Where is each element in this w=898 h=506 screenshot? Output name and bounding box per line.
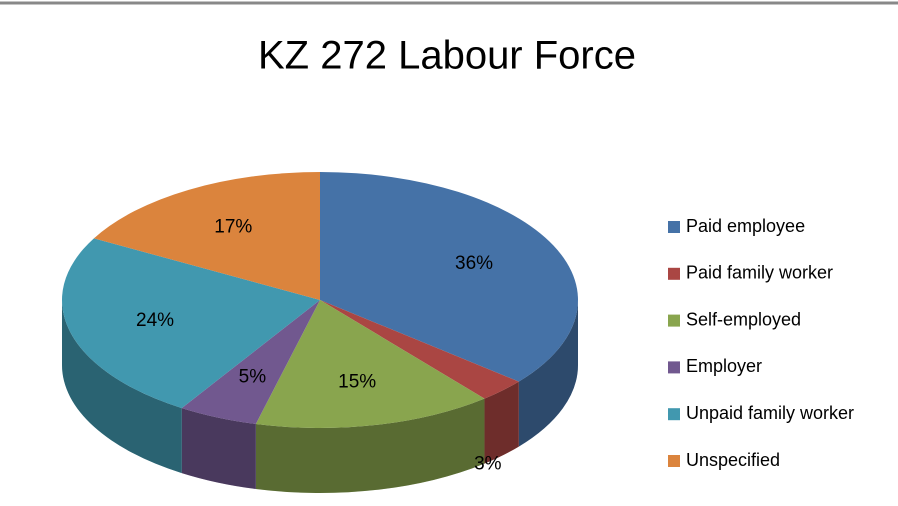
legend-label: Paid family worker: [686, 263, 833, 283]
data-label: 24%: [136, 310, 174, 331]
pie-side: [181, 408, 256, 489]
pie-side-shade: [181, 408, 256, 489]
pie-slice: [93, 172, 321, 300]
pie-side-shade: [255, 398, 485, 494]
chart-title: KZ 272 Labour Force: [258, 34, 636, 78]
legend-label: Employer: [686, 356, 762, 376]
legend-label: Unspecified: [686, 450, 780, 470]
pie-slice: [320, 172, 578, 382]
legend-label: Paid employee: [686, 216, 805, 236]
data-label: 17%: [214, 216, 252, 237]
pie-side-shade: [484, 381, 519, 464]
legend-swatch: [668, 314, 680, 327]
legend-swatch: [668, 267, 680, 280]
pie-slice: [181, 300, 320, 424]
data-label: 5%: [239, 367, 267, 388]
legend-label: Self-employed: [686, 309, 801, 329]
legend-swatch: [668, 221, 680, 233]
legend-swatch: [668, 361, 680, 374]
pie-slice: [320, 300, 519, 399]
legend-swatch: [668, 455, 680, 467]
legend-label: Unpaid family worker: [686, 403, 854, 423]
pie-side: [255, 398, 485, 494]
data-label: 15%: [338, 371, 376, 392]
pie-side: [484, 381, 519, 464]
pie-slice: [61, 238, 320, 409]
legend-swatch: [668, 408, 680, 421]
data-label: 36%: [455, 253, 493, 274]
pie-side: [62, 300, 182, 474]
pie-side-shade: [518, 300, 578, 447]
pie-side-shade: [62, 300, 182, 474]
data-label: 3%: [474, 454, 502, 475]
pie-side: [518, 300, 578, 447]
pie-slice: [255, 300, 485, 428]
